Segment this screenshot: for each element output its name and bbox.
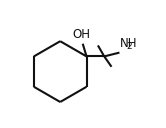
Text: OH: OH	[73, 28, 90, 41]
Text: 2: 2	[127, 42, 132, 51]
Text: NH: NH	[120, 37, 138, 50]
